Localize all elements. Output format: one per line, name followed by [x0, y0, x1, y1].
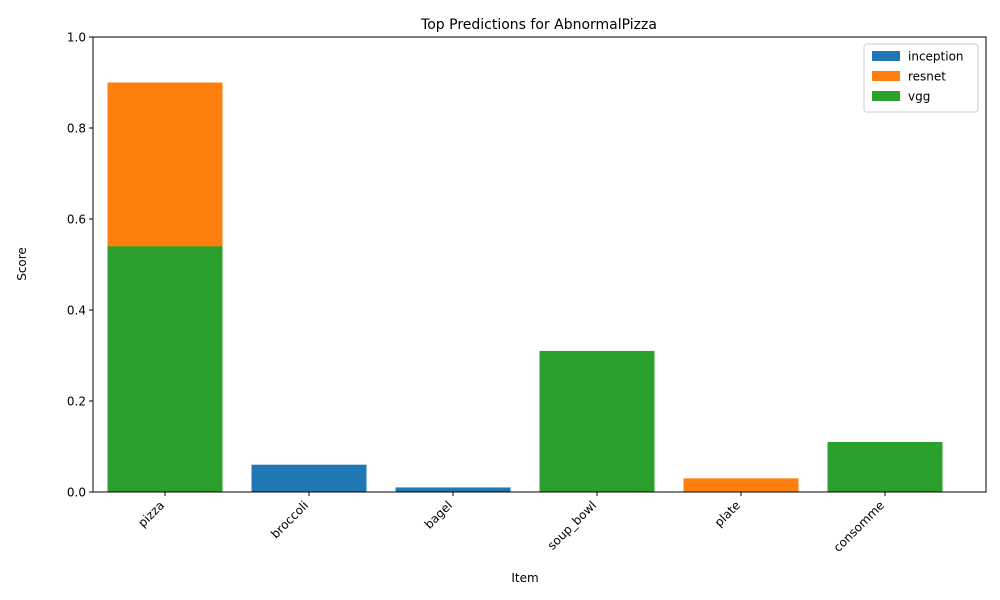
x-tick-label: soup_bowl: [545, 498, 599, 552]
bar-vgg-soup_bowl: [539, 350, 655, 492]
y-axis-label: Score: [15, 247, 29, 281]
y-tick-label: 0.6: [67, 213, 86, 227]
x-tick-label: pizza: [135, 498, 167, 530]
y-tick-label: 0.4: [67, 304, 86, 318]
legend-label-inception: inception: [908, 50, 964, 64]
legend-swatch-vgg: [872, 91, 900, 101]
y-tick-label: 1.0: [67, 31, 86, 45]
chart-title: Top Predictions for AbnormalPizza: [420, 17, 657, 33]
legend-label-resnet: resnet: [908, 70, 946, 84]
x-tick-label: plate: [712, 498, 743, 529]
x-tick-label: broccoli: [268, 498, 311, 541]
x-tick-label: consomme: [831, 498, 888, 555]
legend-swatch-resnet: [872, 71, 900, 81]
x-axis-label: Item: [511, 571, 538, 585]
bars: [107, 82, 943, 492]
bar-resnet-plate: [683, 478, 799, 492]
legend-label-vgg: vgg: [908, 90, 930, 104]
bar-vgg-pizza: [107, 246, 223, 492]
legend-swatch-inception: [872, 51, 900, 61]
bar-inception-broccoli: [251, 464, 367, 492]
plot-frame: [92, 36, 987, 493]
y-tick-label: 0.2: [67, 395, 86, 409]
y-tick-label: 0.8: [67, 122, 86, 136]
y-tick-label: 0.0: [67, 486, 86, 500]
bar-vgg-consomme: [827, 441, 943, 492]
x-tick-label: bagel: [422, 498, 455, 531]
bar-inception-bagel: [395, 487, 511, 492]
legend: inception resnet vgg: [863, 43, 979, 113]
